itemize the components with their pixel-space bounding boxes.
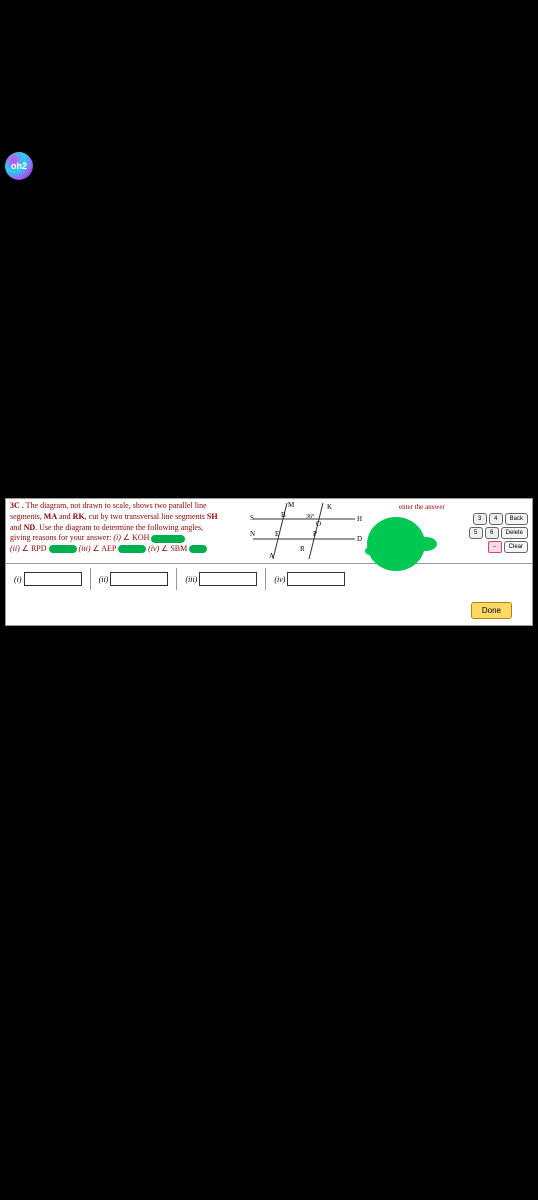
answer-row: (i) (ii) (iii) (iv)	[6, 563, 532, 598]
svg-text:R: R	[300, 545, 305, 553]
svg-text:E: E	[275, 530, 279, 538]
q-i: (i)	[113, 533, 121, 542]
num-3[interactable]: 3	[473, 513, 487, 525]
svg-text:O: O	[316, 520, 321, 528]
input-ii[interactable]	[110, 572, 168, 586]
svg-text:A: A	[269, 552, 274, 560]
divider-1	[90, 568, 91, 590]
done-row: Done	[6, 598, 532, 625]
q-line5b: ∠ RPD	[20, 544, 49, 553]
q-line5f: ∠ SBM	[159, 544, 189, 553]
answer-group-iv: (iv)	[274, 572, 345, 586]
q-line2e: , cut by two transversal line segments	[85, 512, 207, 521]
q-line3a: and	[10, 523, 24, 532]
done-button[interactable]: Done	[471, 602, 512, 619]
svg-text:P: P	[313, 530, 317, 538]
svg-text:S: S	[250, 514, 254, 522]
back-button[interactable]: Back	[505, 513, 528, 525]
svg-text:N: N	[250, 530, 255, 538]
answer-group-i: (i)	[14, 572, 82, 586]
question-body: 3C . The diagram, not drawn to scale, sh…	[6, 499, 532, 563]
input-iii[interactable]	[199, 572, 257, 586]
delete-button[interactable]: Delete	[501, 527, 528, 539]
redact-2	[49, 545, 77, 553]
input-i[interactable]	[24, 572, 82, 586]
green-scribble-3	[365, 547, 375, 555]
q-line1a: The diagram, not drawn to scale, shows t…	[24, 501, 207, 510]
q-line3c: . Use the diagram to determine the follo…	[35, 523, 203, 532]
redact-3	[118, 545, 146, 553]
label-ii: (ii)	[99, 575, 109, 584]
q-ND: ND	[24, 523, 36, 532]
q-iii: (iii)	[79, 544, 91, 553]
question-number: 3C .	[10, 501, 24, 510]
divider-2	[176, 568, 177, 590]
label-i: (i)	[14, 575, 22, 584]
green-scribble-2	[415, 537, 437, 551]
svg-text:H: H	[357, 515, 362, 523]
question-text: 3C . The diagram, not drawn to scale, sh…	[10, 501, 245, 561]
question-panel: 3C . The diagram, not drawn to scale, sh…	[5, 498, 533, 626]
answer-group-ii: (ii)	[99, 572, 169, 586]
svg-text:D: D	[357, 535, 362, 543]
svg-text:B: B	[281, 511, 286, 519]
svg-text:K: K	[327, 503, 332, 511]
q-RK: RK	[73, 512, 85, 521]
label-iv: (iv)	[274, 575, 285, 584]
redact-1	[151, 535, 185, 543]
answer-group-iii: (iii)	[185, 572, 257, 586]
q-SH: SH	[207, 512, 218, 521]
svg-text:M: M	[288, 501, 295, 509]
q-iv: (iv)	[148, 544, 159, 553]
num-5[interactable]: 5	[469, 527, 483, 539]
num-6[interactable]: 6	[485, 527, 499, 539]
avatar: oh2	[5, 152, 33, 180]
q-line2c: and	[57, 512, 73, 521]
avatar-label: oh2	[11, 161, 27, 171]
enter-hint: enter the answer	[399, 503, 445, 511]
divider-3	[265, 568, 266, 590]
q-line4a: giving reasons for your answer:	[10, 533, 113, 542]
redact-4	[189, 545, 207, 553]
q-ii: (ii)	[10, 544, 20, 553]
input-iv[interactable]	[287, 572, 345, 586]
q-line5d: ∠ AEP	[91, 544, 119, 553]
label-iii: (iii)	[185, 575, 197, 584]
svg-text:36°: 36°	[306, 513, 315, 520]
minus-button[interactable]: −	[488, 541, 502, 553]
q-line4c: ∠ KOH	[121, 533, 152, 542]
diagram: M K S B O 36° H N E P D A R	[245, 501, 395, 561]
q-line2a: segments,	[10, 512, 44, 521]
num-4[interactable]: 4	[489, 513, 503, 525]
q-MA: MA	[44, 512, 57, 521]
clear-button[interactable]: Clear	[504, 541, 528, 553]
